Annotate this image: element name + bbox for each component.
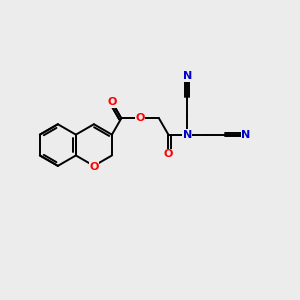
Text: O: O [164, 149, 173, 160]
Text: N: N [183, 130, 192, 140]
Text: N: N [241, 130, 250, 140]
Text: N: N [183, 71, 192, 81]
Text: O: O [89, 162, 99, 172]
Text: O: O [107, 97, 117, 107]
Text: O: O [136, 113, 145, 123]
